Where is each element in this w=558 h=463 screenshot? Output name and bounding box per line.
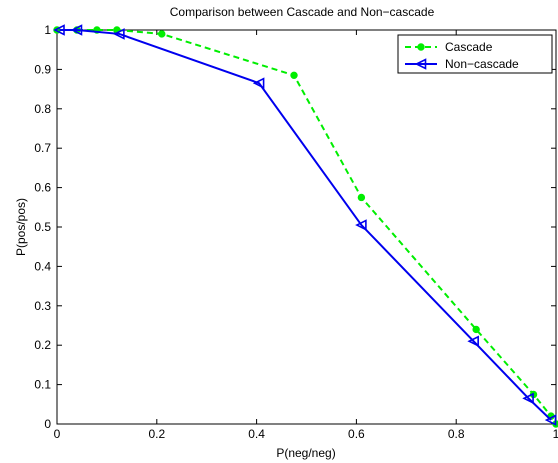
legend-marker-2 xyxy=(414,58,427,70)
y-tick-label: 0.1 xyxy=(34,378,51,392)
chart-title: Comparison between Cascade and Non−casca… xyxy=(170,5,435,19)
legend: Cascade Non−cascade xyxy=(397,34,553,74)
legend-label-1: Cascade xyxy=(445,40,493,54)
series-line-2 xyxy=(59,29,552,421)
series-1-point xyxy=(290,71,298,80)
x-tick-label: 0.2 xyxy=(148,427,165,441)
y-tick-label: 0.4 xyxy=(34,259,51,273)
series-2-point xyxy=(53,24,65,36)
y-tick-label: 0.9 xyxy=(34,62,51,76)
x-tick-label: 0.4 xyxy=(248,427,265,441)
series-layer xyxy=(53,24,558,428)
series-1-point xyxy=(158,30,166,38)
series-2-point xyxy=(70,24,83,36)
series-1-point xyxy=(357,193,366,202)
series-2-point xyxy=(355,219,367,231)
x-tick-label: 0 xyxy=(54,427,61,441)
y-axis-ticks: 0 0.1 0.2 0.3 0.4 0.5 0.6 0.7 0.8 0.9 1 xyxy=(34,23,556,431)
legend-box xyxy=(397,34,553,74)
y-axis-label: P(pos/pos) xyxy=(14,198,28,256)
series-2-point xyxy=(113,28,125,40)
y-tick-label: 0.6 xyxy=(34,181,51,195)
y-tick-label: 0.5 xyxy=(34,220,51,234)
x-tick-label: 0.6 xyxy=(348,427,365,441)
series-2-point xyxy=(544,414,557,426)
series-2-point xyxy=(252,77,265,89)
series-2-point xyxy=(522,392,534,405)
x-axis-ticks: 0 0.2 0.4 0.6 0.8 1 xyxy=(54,30,558,441)
x-axis-label: P(neg/neg) xyxy=(276,446,335,460)
y-tick-label: 0.8 xyxy=(34,102,51,116)
y-tick-label: 1 xyxy=(44,23,51,37)
y-tick-label: 0 xyxy=(44,417,51,431)
y-tick-label: 0.7 xyxy=(34,141,51,155)
series-2-point xyxy=(467,335,479,348)
x-tick-label: 1 xyxy=(553,427,558,441)
y-tick-label: 0.3 xyxy=(34,299,51,313)
legend-label-2: Non−cascade xyxy=(445,57,519,71)
plot-area xyxy=(56,29,557,425)
x-tick-label: 0.8 xyxy=(448,427,465,441)
series-1-point xyxy=(472,325,480,334)
legend-marker-1 xyxy=(417,43,425,51)
y-tick-label: 0.2 xyxy=(34,338,51,352)
